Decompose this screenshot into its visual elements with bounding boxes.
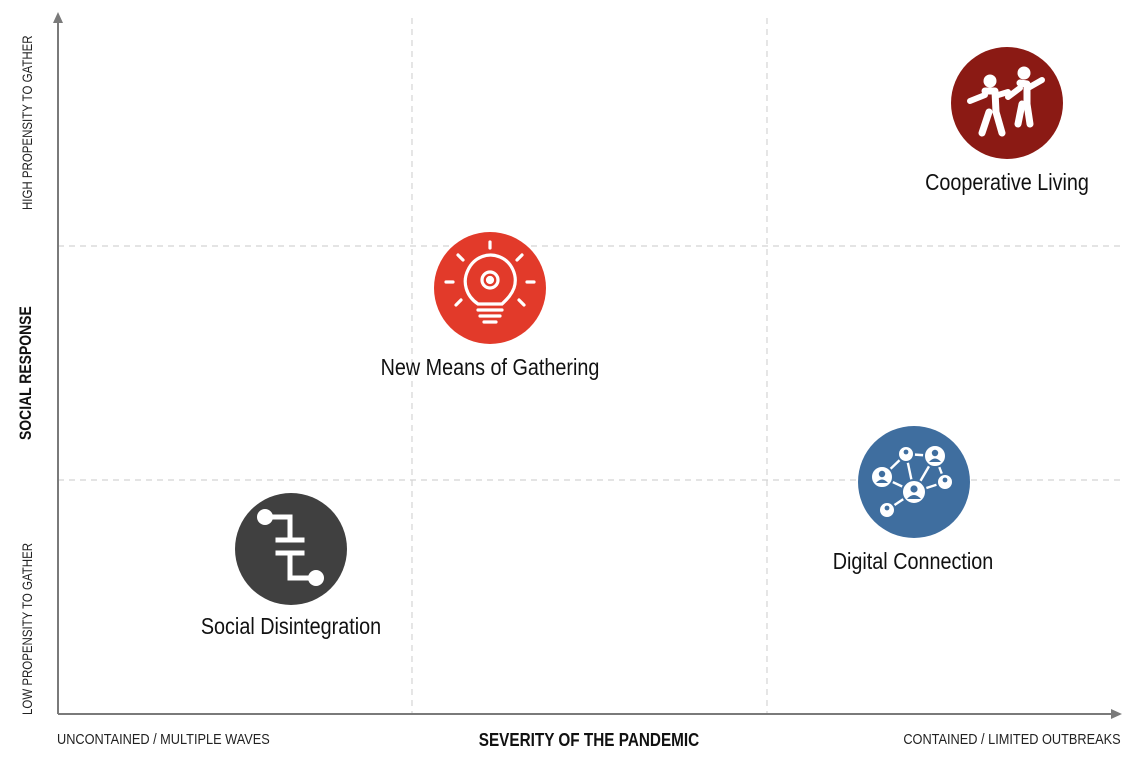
new-means-of-gathering-icon xyxy=(434,232,546,344)
x-axis-title: SEVERITY OF THE PANDEMIC xyxy=(478,730,700,750)
x-axis-right-label: CONTAINED / LIMITED OUTBREAKS xyxy=(903,731,1121,748)
x-axis-arrow xyxy=(1111,709,1122,719)
y-axis-arrow xyxy=(53,12,63,23)
y-axis-high-label: HIGH PROPENSITY TO GATHER xyxy=(19,35,35,211)
social-disintegration-icon xyxy=(235,493,347,605)
digital-connection-icon xyxy=(858,426,970,538)
y-axis-low-label: LOW PROPENSITY TO GATHER xyxy=(19,542,35,715)
digital-connection-label: Digital Connection xyxy=(832,548,994,574)
x-axis-left-label: UNCONTAINED / MULTIPLE WAVES xyxy=(57,731,270,748)
new-means-of-gathering-label: New Means of Gathering xyxy=(380,354,600,380)
y-axis-title: SOCIAL RESPONSE xyxy=(16,306,35,440)
cooperative-living-label: Cooperative Living xyxy=(925,169,1089,195)
social-disintegration-label: Social Disintegration xyxy=(200,613,382,639)
cooperative-living-icon xyxy=(951,47,1063,159)
